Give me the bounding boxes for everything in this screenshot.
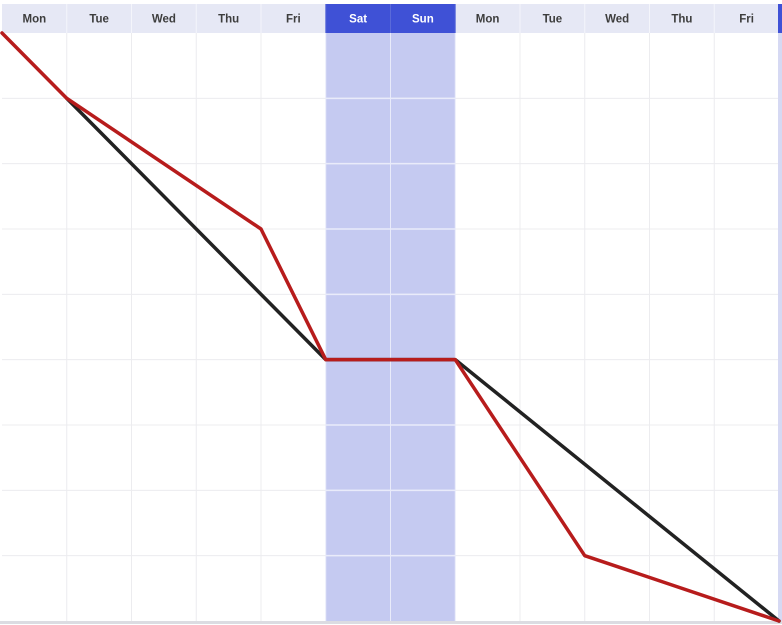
day-label-8: Mon [476, 14, 500, 26]
header-cell-5 [261, 4, 326, 33]
header-cell-7 [390, 4, 456, 33]
day-label-10: Wed [605, 14, 629, 26]
weekend-column-7 [390, 33, 456, 621]
header-cell-4 [196, 4, 261, 33]
right-edge-bar [778, 4, 782, 621]
series-line-2 [0, 31, 781, 623]
day-label-5: Fri [286, 14, 301, 26]
header-cell-11 [649, 4, 715, 33]
day-label-6: Sat [349, 14, 367, 26]
day-label-3: Wed [152, 14, 176, 26]
day-label-4: Thu [218, 14, 239, 26]
day-label-9: Tue [543, 14, 563, 26]
header-edge-accent [778, 4, 782, 33]
day-label-2: Tue [89, 14, 109, 26]
header-cell-9 [520, 4, 585, 33]
header-cell-1 [2, 4, 67, 33]
header-cell-2 [66, 4, 132, 33]
day-label-1: Mon [23, 14, 47, 26]
header-cell-6 [325, 4, 391, 33]
header-cell-3 [131, 4, 197, 33]
header-cell-8 [455, 4, 520, 33]
header-cell-10 [584, 4, 650, 33]
weekend-column-6 [325, 33, 391, 621]
day-label-12: Fri [739, 14, 754, 26]
day-label-7: Sun [412, 14, 434, 26]
day-label-11: Thu [671, 14, 692, 26]
header-cell-12 [714, 4, 779, 33]
